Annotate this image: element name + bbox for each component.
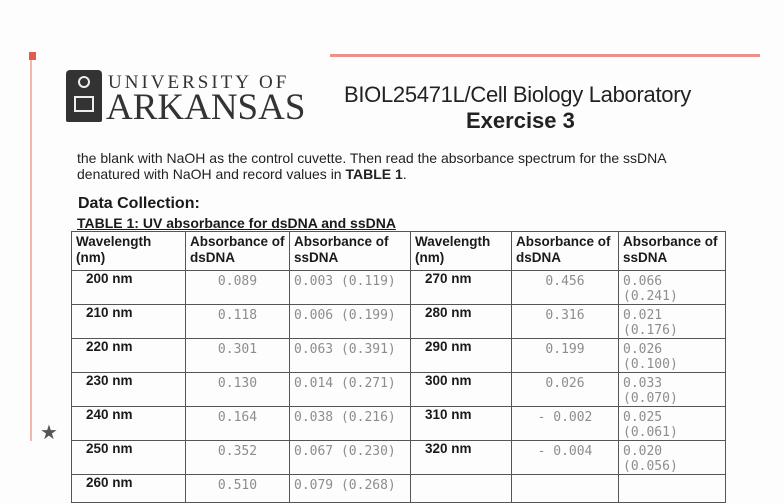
table-caption: TABLE 1: UV absorbance for dsDNA and ssD… [77,215,396,231]
instructions-end: . [402,166,407,182]
table-row: 250 nm 0.352 0.067 (0.230) 320 nm - 0.004 0.0… [71,440,726,475]
ssdna-absorbance-cell: 0.038 (0.216) [289,406,411,441]
dsdna-absorbance-cell: 0.301 [185,338,290,373]
university-name-line2: ARKANSAS [106,87,306,128]
column-header: Absorbance of ssDNA [289,231,411,271]
dsdna-absorbance-cell: 0.164 [185,406,290,441]
dsdna-absorbance-cell: 0.316 [511,304,619,339]
wavelength-cell: 210 nm [71,304,186,339]
ssdna-absorbance-cell: 0.079 (0.268) [289,474,411,503]
dsdna-absorbance-cell: - 0.004 [511,440,619,475]
page-corner-mark [29,52,36,60]
table-row: 260 nm 0.510 0.079 (0.268) [71,474,726,503]
table-row: 240 nm 0.164 0.038 (0.216) 310 nm - 0.002 0.0… [71,406,726,441]
ssdna-absorbance-cell: 0.014 (0.271) [289,372,411,407]
exercise-title: Exercise 3 [466,108,575,133]
ssdna-absorbance-cell: 0.003 (0.119) [289,270,411,305]
wavelength-cell: 290 nm [410,338,512,373]
ssdna-absorbance-cell: 0.020 (0.056) [618,440,726,475]
university-logo-icon [66,70,102,122]
page-edge-red-line [330,54,760,57]
dsdna-absorbance-cell: 0.118 [185,304,290,339]
column-header: Absorbance of dsDNA [185,231,290,271]
wavelength-cell: 250 nm [71,440,186,475]
wavelength-cell: 220 nm [71,338,186,373]
wavelength-cell: 310 nm [410,406,512,441]
dsdna-absorbance-cell: 0.352 [185,440,290,475]
dsdna-absorbance-cell: 0.456 [511,270,619,305]
wavelength-cell: 300 nm [410,372,512,407]
wavelength-cell: 260 nm [71,474,186,503]
table-row: 230 nm 0.130 0.014 (0.271) 300 nm 0.026 0.033… [71,372,726,407]
table-row: 200 nm 0.089 0.003 (0.119) 270 nm 0.456 0.066… [71,270,726,305]
ssdna-absorbance-cell: 0.063 (0.391) [289,338,411,373]
course-title: BIOL25471L/Cell Biology Laboratory [344,82,691,107]
absorbance-table: Wavelength (nm) Absorbance of dsDNA Absorb… [71,231,726,503]
wavelength-cell: 320 nm [410,440,512,475]
dsdna-absorbance-cell: 0.089 [185,270,290,305]
section-title: Data Collection: [78,195,200,212]
wavelength-cell: 230 nm [71,372,186,407]
dsdna-absorbance-cell [511,474,619,503]
university-name-line1: UNIVERSITY OF [108,72,290,93]
table-row: 210 nm 0.118 0.006 (0.199) 280 nm 0.316 0.021… [71,304,726,339]
instructions-text: the blank with NaOH as the control cuvet… [77,150,666,182]
wavelength-cell: 270 nm [410,270,512,305]
column-header: Wavelength (nm) [410,231,512,271]
wavelength-cell: 240 nm [71,406,186,441]
wavelength-cell: 280 nm [410,304,512,339]
dsdna-absorbance-cell: 0.130 [185,372,290,407]
ssdna-absorbance-cell: 0.021 (0.176) [618,304,726,339]
wavelength-cell [410,474,512,503]
wavelength-cell: 200 nm [71,270,186,305]
column-header: Absorbance of ssDNA [618,231,726,271]
dsdna-absorbance-cell: - 0.002 [511,406,619,441]
instructions-paragraph: the blank with NaOH as the control cuvet… [77,150,697,182]
ssdna-absorbance-cell: 0.006 (0.199) [289,304,411,339]
ssdna-absorbance-cell: 0.067 (0.230) [289,440,411,475]
instructions-table-ref: TABLE 1 [345,166,403,182]
ssdna-absorbance-cell: 0.066 (0.241) [618,270,726,305]
table-row: 220 nm 0.301 0.063 (0.391) 290 nm 0.199 0.026… [71,338,726,373]
ssdna-absorbance-cell: 0.033 (0.070) [618,372,726,407]
ssdna-absorbance-cell: 0.026 (0.100) [618,338,726,373]
ssdna-absorbance-cell: 0.025 (0.061) [618,406,726,441]
dsdna-absorbance-cell: 0.026 [511,372,619,407]
dsdna-absorbance-cell: 0.510 [185,474,290,503]
dsdna-absorbance-cell: 0.199 [511,338,619,373]
star-icon: ★ [40,422,58,444]
column-header: Absorbance of dsDNA [511,231,619,271]
column-header: Wavelength (nm) [71,231,186,271]
page-left-edge [30,52,32,441]
ssdna-absorbance-cell [618,474,726,503]
